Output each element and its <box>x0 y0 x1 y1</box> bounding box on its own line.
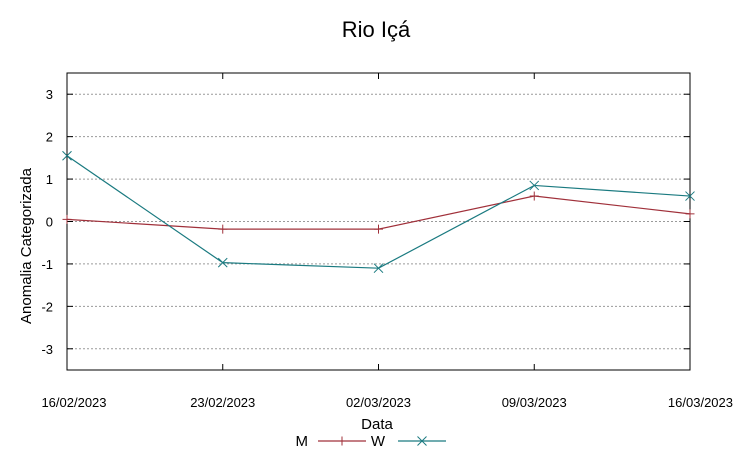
legend-marker-M <box>337 436 347 446</box>
x-tick-label: 02/03/2023 <box>346 395 411 410</box>
series-group <box>62 150 695 274</box>
data-point-M <box>218 224 228 234</box>
data-point-W <box>529 180 540 191</box>
y-tick-label: 1 <box>46 172 53 187</box>
x-tick-label: 23/02/2023 <box>190 395 255 410</box>
y-axis-label: Anomalia Categorizada <box>18 167 35 324</box>
y-tick-label: -1 <box>41 257 53 272</box>
y-tick-label: -3 <box>41 342 53 357</box>
y-tick-label: 2 <box>46 130 53 145</box>
series-line-M <box>66 195 691 230</box>
data-point-W <box>685 191 695 201</box>
grid <box>67 93 690 350</box>
x-axis-ticks: 16/02/2023 23/02/2023 02/03/2023 09/03/2023… <box>41 73 733 410</box>
x-tick-label: 16/02/2023 <box>41 395 106 410</box>
series-line-W <box>66 155 691 269</box>
chart-title: Rio Içá <box>342 17 411 42</box>
legend-label-M: M <box>296 433 309 450</box>
legend-label-W: W <box>371 433 386 450</box>
y-axis-ticks: 3 2 1 0 -1 -2 -3 <box>41 87 690 357</box>
data-point-M <box>374 224 383 234</box>
x-axis-label: Data <box>361 416 393 433</box>
x-tick-label: 09/03/2023 <box>502 395 567 410</box>
x-tick-label: 16/03/2023 <box>668 395 733 410</box>
data-point-M <box>62 214 72 224</box>
y-tick-label: -2 <box>41 299 53 314</box>
y-tick-label: 0 <box>46 215 53 230</box>
data-point-W <box>373 263 384 274</box>
data-point-W <box>62 150 72 161</box>
data-point-W <box>217 257 228 268</box>
data-point-M <box>685 209 695 219</box>
y-tick-label: 3 <box>46 87 53 102</box>
data-point-M <box>529 191 539 201</box>
legend-marker-W <box>417 436 427 446</box>
